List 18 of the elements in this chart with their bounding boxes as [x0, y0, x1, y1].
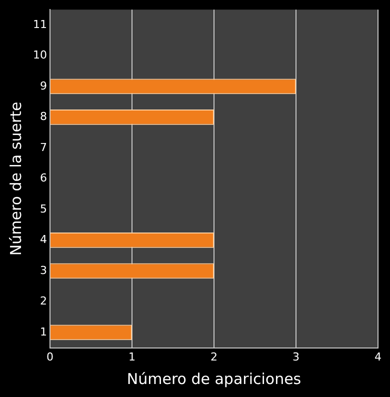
y-tick-label: 7 — [40, 140, 47, 154]
x-tick-label: 2 — [210, 350, 218, 364]
y-tick-label: 3 — [40, 264, 47, 277]
y-tick-label: 11 — [32, 18, 47, 31]
y-tick-label: 4 — [40, 233, 47, 246]
x-tick-label: 3 — [292, 350, 300, 364]
y-tick-label: 9 — [40, 79, 47, 92]
x-axis-title: Número de apariciones — [126, 370, 302, 388]
y-tick-label: 10 — [32, 48, 47, 62]
y-axis-title: Número de la suerte — [6, 102, 25, 256]
y-tick-label: 1 — [40, 325, 47, 338]
x-tick-label: 4 — [374, 350, 382, 364]
y-tick-label: 8 — [40, 110, 47, 124]
x-tick-label: 0 — [46, 350, 54, 364]
y-tick-label: 2 — [40, 294, 47, 308]
x-tick-label: 1 — [128, 350, 136, 364]
y-tick-label: 6 — [40, 172, 47, 185]
y-tick-label: 5 — [40, 202, 47, 216]
